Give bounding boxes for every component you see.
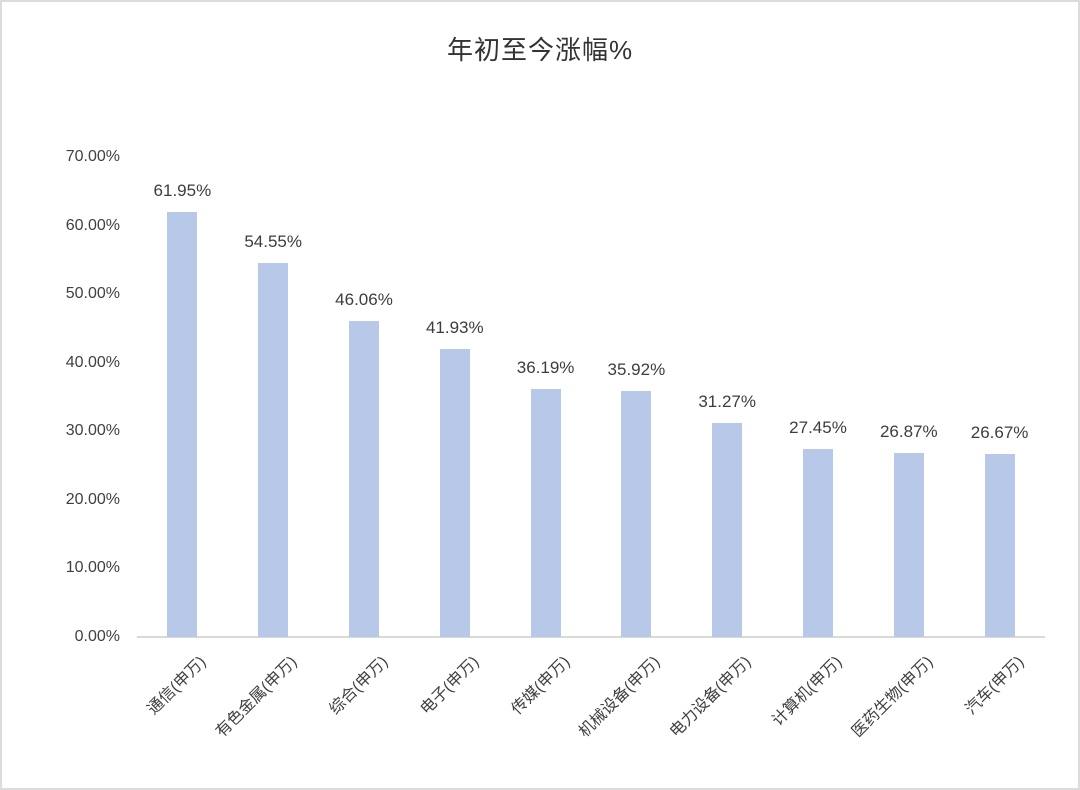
y-axis-tick-label: 30.00% [65,422,120,440]
bar [349,321,379,637]
bar [530,388,561,637]
y-axis-tick-label: 40.00% [65,353,120,371]
bar-value-label: 26.67% [970,423,1029,443]
y-axis-tick-label: 10.00% [65,559,120,577]
y-axis-tick-label: 50.00% [65,285,120,303]
y-axis-tick-label: 0.00% [74,628,120,645]
bar [984,454,1015,637]
bar-value-label: 61.95% [153,181,212,201]
bar-value-label: 36.19% [516,357,575,377]
bar [893,452,924,637]
y-axis-tick-label: 20.00% [65,490,120,508]
bar [803,448,833,637]
bar [439,349,470,637]
x-axis-baseline [137,636,1045,638]
bar-value-label: 35.92% [607,359,666,379]
y-axis-tick-label: 70.00% [65,148,120,165]
bar-value-label: 26.87% [879,421,938,441]
bar-value-label: 41.93% [425,318,484,338]
y-axis-tick-label: 60.00% [65,216,120,234]
bar-value-label: 27.45% [789,417,847,437]
bar-value-label: 31.27% [698,391,757,411]
bar-value-label: 46.06% [335,290,393,310]
bar [258,262,289,637]
chart-title: 年初至今涨幅% [446,35,634,65]
bar [167,212,198,637]
bar [621,390,652,637]
bar [712,422,743,637]
bar-value-label: 54.55% [244,231,303,251]
